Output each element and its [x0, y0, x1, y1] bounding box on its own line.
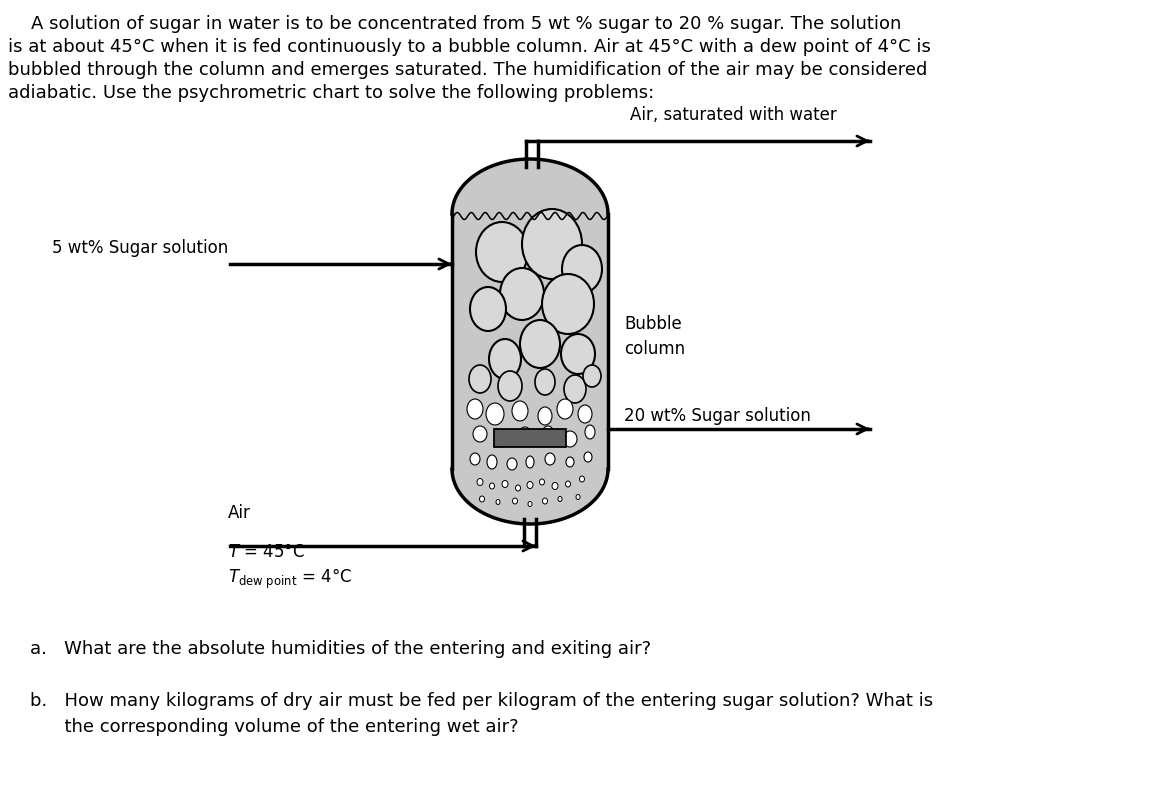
Text: the corresponding volume of the entering wet air?: the corresponding volume of the entering… — [30, 717, 518, 735]
Ellipse shape — [502, 481, 508, 488]
Ellipse shape — [562, 246, 602, 294]
Ellipse shape — [518, 427, 532, 445]
Ellipse shape — [513, 499, 517, 504]
Polygon shape — [452, 215, 608, 470]
Ellipse shape — [497, 431, 508, 448]
Ellipse shape — [578, 406, 592, 423]
Text: 20 wt% Sugar solution: 20 wt% Sugar solution — [624, 406, 811, 424]
Text: b.   How many kilograms of dry air must be fed per kilogram of the entering suga: b. How many kilograms of dry air must be… — [30, 691, 933, 709]
Text: A solution of sugar in water is to be concentrated from 5 wt % sugar to 20 % sug: A solution of sugar in water is to be co… — [8, 15, 901, 33]
Ellipse shape — [487, 456, 497, 470]
Ellipse shape — [561, 335, 594, 375]
Ellipse shape — [583, 366, 601, 388]
Ellipse shape — [490, 483, 494, 489]
Ellipse shape — [473, 427, 487, 443]
Ellipse shape — [579, 476, 584, 483]
Polygon shape — [452, 470, 608, 525]
Text: 5 wt% Sugar solution: 5 wt% Sugar solution — [52, 238, 228, 257]
Ellipse shape — [515, 486, 521, 491]
Ellipse shape — [543, 499, 547, 504]
Polygon shape — [494, 430, 566, 448]
Ellipse shape — [538, 407, 552, 426]
Text: Air, saturated with water: Air, saturated with water — [630, 106, 836, 124]
Text: is at about 45°C when it is fed continuously to a bubble column. Air at 45°C wit: is at about 45°C when it is fed continuo… — [8, 38, 931, 56]
Ellipse shape — [469, 366, 491, 393]
Ellipse shape — [539, 479, 545, 486]
Ellipse shape — [497, 500, 500, 505]
Ellipse shape — [500, 268, 544, 320]
Ellipse shape — [522, 210, 582, 280]
Ellipse shape — [564, 375, 586, 404]
Text: Air: Air — [228, 504, 251, 521]
Ellipse shape — [585, 426, 594, 440]
Ellipse shape — [584, 453, 592, 462]
Text: $T_{\mathrm{dew\ point}}$ = 4°C: $T_{\mathrm{dew\ point}}$ = 4°C — [228, 566, 353, 590]
Polygon shape — [452, 160, 608, 215]
Text: bubbled through the column and emerges saturated. The humidification of the air : bubbled through the column and emerges s… — [8, 61, 927, 79]
Ellipse shape — [552, 483, 558, 490]
Text: $T$ = 45°C: $T$ = 45°C — [228, 543, 305, 560]
Ellipse shape — [520, 320, 560, 368]
Ellipse shape — [541, 427, 554, 443]
Ellipse shape — [576, 495, 579, 500]
Text: a.   What are the absolute humidities of the entering and exiting air?: a. What are the absolute humidities of t… — [30, 639, 651, 657]
Ellipse shape — [558, 497, 562, 502]
Text: adiabatic. Use the psychrometric chart to solve the following problems:: adiabatic. Use the psychrometric chart t… — [8, 84, 654, 102]
Ellipse shape — [566, 457, 574, 467]
Ellipse shape — [470, 288, 506, 332]
Ellipse shape — [558, 400, 573, 419]
Ellipse shape — [545, 453, 555, 466]
Ellipse shape — [477, 479, 483, 486]
Ellipse shape — [507, 458, 517, 470]
Ellipse shape — [498, 371, 522, 401]
Ellipse shape — [535, 370, 555, 396]
Ellipse shape — [486, 404, 505, 426]
Ellipse shape — [541, 275, 594, 335]
Ellipse shape — [467, 400, 483, 419]
Ellipse shape — [526, 482, 533, 489]
Text: Bubble
column: Bubble column — [624, 315, 685, 358]
Ellipse shape — [470, 453, 480, 466]
Ellipse shape — [563, 431, 577, 448]
Ellipse shape — [488, 340, 521, 380]
Ellipse shape — [566, 482, 570, 487]
Ellipse shape — [511, 401, 528, 422]
Ellipse shape — [528, 502, 532, 507]
Ellipse shape — [479, 496, 485, 502]
Ellipse shape — [476, 223, 528, 283]
Ellipse shape — [526, 457, 535, 469]
